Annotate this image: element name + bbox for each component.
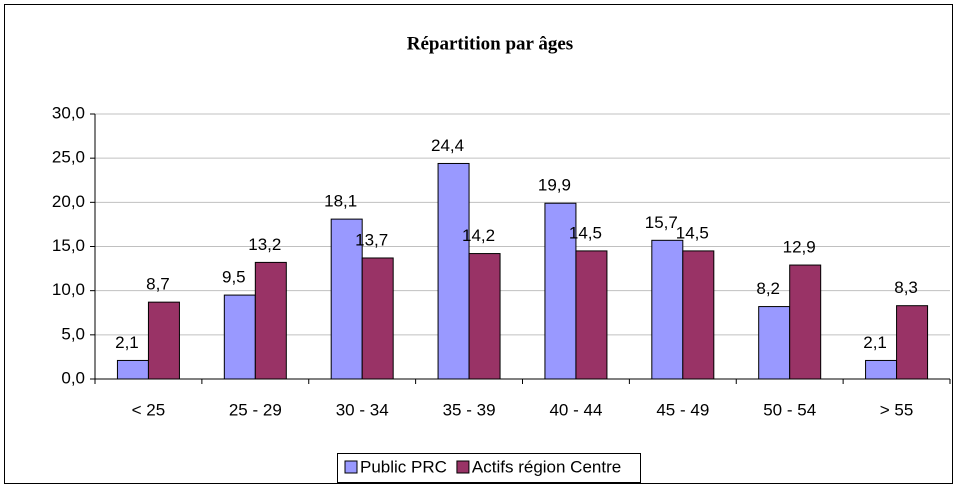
bar bbox=[147, 301, 180, 380]
y-tick-label: 30,0 bbox=[52, 103, 85, 122]
bar bbox=[865, 359, 898, 380]
y-tick-label: 20,0 bbox=[52, 192, 85, 211]
x-tick-label: 45 - 49 bbox=[656, 400, 709, 419]
data-label: 14,5 bbox=[569, 223, 602, 242]
data-label: 14,2 bbox=[462, 226, 495, 245]
data-label: 2,1 bbox=[863, 333, 887, 352]
data-label: 14,5 bbox=[676, 223, 709, 242]
legend-swatch bbox=[456, 460, 470, 474]
legend-box bbox=[337, 453, 641, 483]
y-tick-label: 10,0 bbox=[52, 280, 85, 299]
bar bbox=[544, 202, 577, 380]
legend-label: Public PRC bbox=[360, 457, 447, 476]
bar bbox=[896, 305, 929, 380]
data-label: 8,7 bbox=[146, 275, 170, 294]
x-tick-label: 50 - 54 bbox=[763, 400, 816, 419]
bar bbox=[789, 264, 822, 380]
data-label: 13,7 bbox=[355, 230, 388, 249]
y-tick-label: 0,0 bbox=[61, 368, 85, 387]
bar bbox=[254, 261, 287, 380]
legend-swatch bbox=[344, 460, 358, 474]
bar bbox=[651, 239, 684, 380]
bar bbox=[468, 253, 501, 380]
bar bbox=[575, 250, 608, 380]
data-label: 8,3 bbox=[894, 278, 918, 297]
bar bbox=[223, 294, 256, 380]
y-tick-label: 5,0 bbox=[61, 324, 85, 343]
legend-label: Actifs région Centre bbox=[472, 457, 621, 476]
x-tick-label: 25 - 29 bbox=[229, 400, 282, 419]
data-label: 12,9 bbox=[783, 238, 816, 257]
data-label: 2,1 bbox=[115, 333, 139, 352]
y-tick-label: 25,0 bbox=[52, 148, 85, 167]
data-label: 9,5 bbox=[222, 268, 246, 287]
data-label: 15,7 bbox=[645, 213, 678, 232]
bar bbox=[361, 257, 394, 380]
bar bbox=[116, 359, 149, 380]
bar bbox=[437, 162, 470, 380]
x-tick-label: 30 - 34 bbox=[336, 400, 389, 419]
data-label: 24,4 bbox=[431, 136, 464, 155]
data-label: 18,1 bbox=[324, 192, 357, 211]
chart-border bbox=[4, 4, 953, 484]
data-label: 8,2 bbox=[756, 279, 780, 298]
x-tick-label: > 55 bbox=[880, 400, 914, 419]
bar bbox=[682, 250, 715, 380]
x-tick-label: 40 - 44 bbox=[549, 400, 602, 419]
x-tick-label: < 25 bbox=[132, 400, 166, 419]
chart-title: Répartition par âges bbox=[407, 33, 573, 54]
data-label: 13,2 bbox=[248, 235, 281, 254]
bar bbox=[758, 306, 791, 380]
y-tick-label: 15,0 bbox=[52, 236, 85, 255]
data-label: 19,9 bbox=[538, 176, 571, 195]
x-tick-label: 35 - 39 bbox=[443, 400, 496, 419]
